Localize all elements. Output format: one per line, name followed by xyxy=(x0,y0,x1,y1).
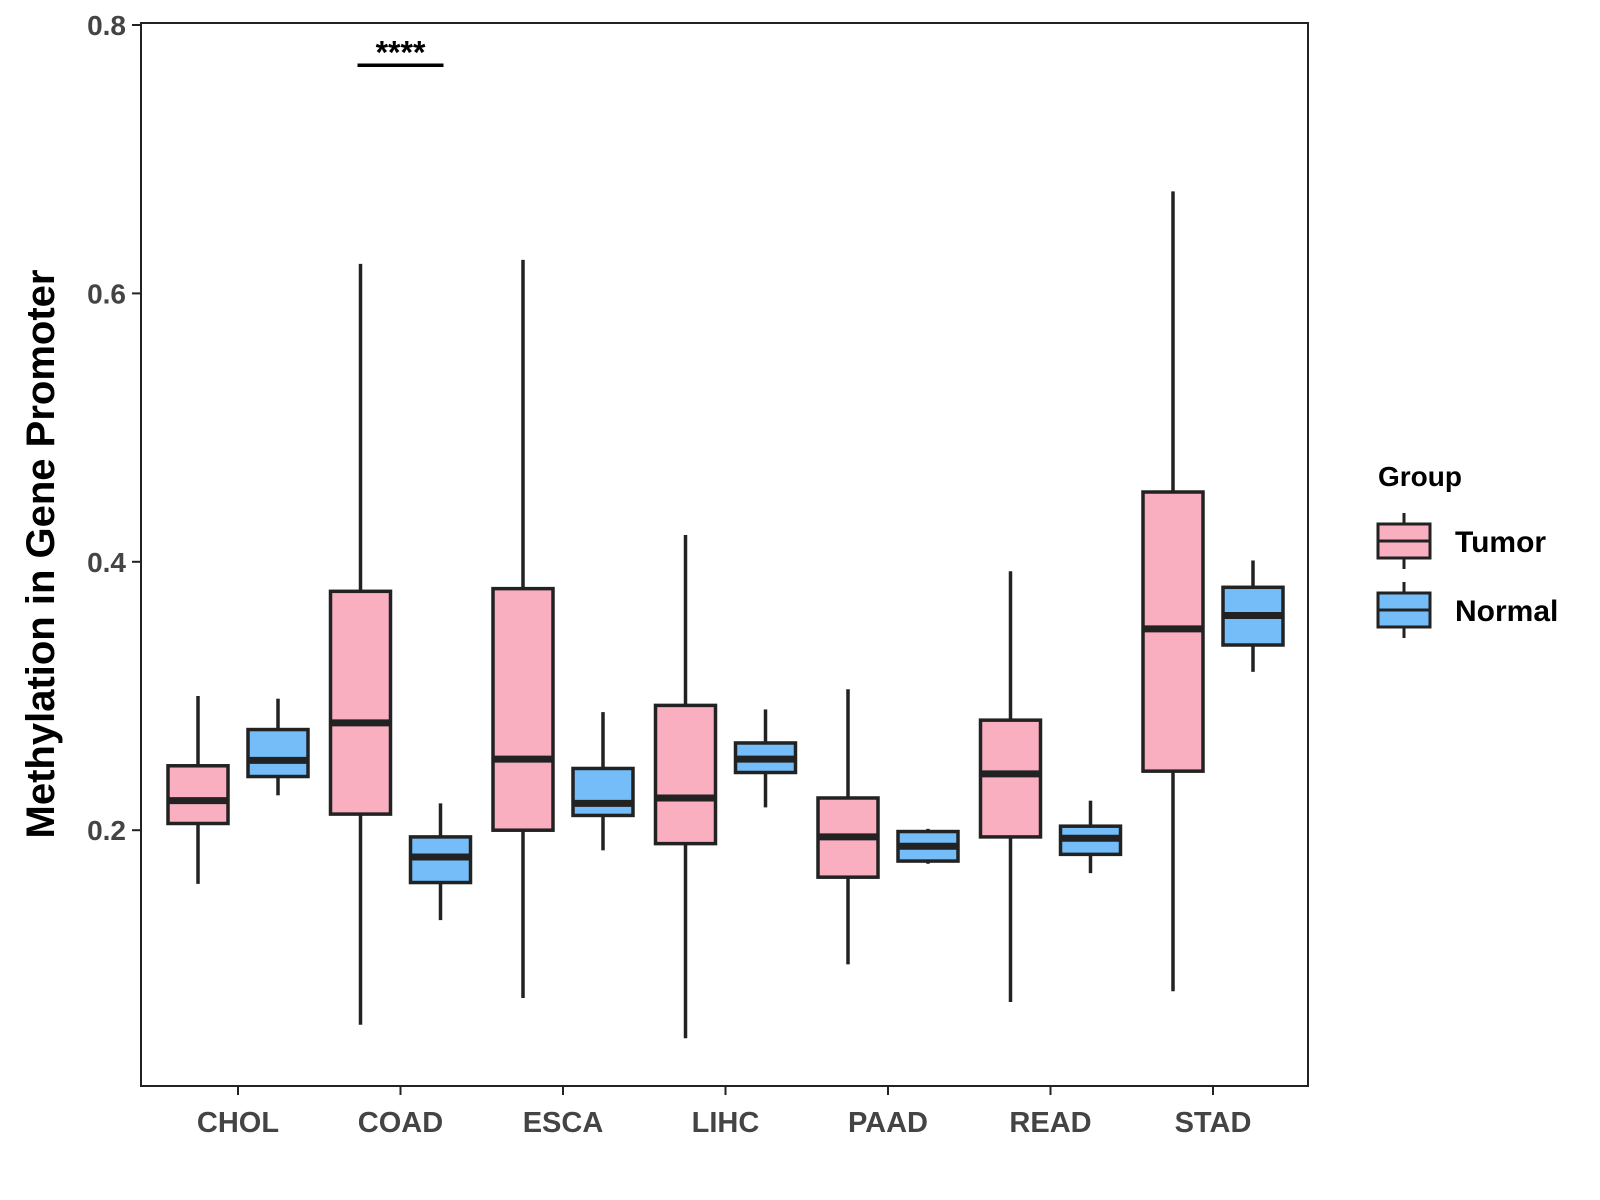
legend-label: Normal xyxy=(1455,595,1558,628)
box-normal-paad xyxy=(896,828,960,864)
y-tick-label: 0.6 xyxy=(87,278,126,309)
box-normal-read xyxy=(1058,800,1123,874)
legend-label: Tumor xyxy=(1455,526,1546,559)
box-normal-chol xyxy=(246,698,310,796)
y-axis: 0.2 0.4 0.6 0.8 xyxy=(87,10,141,846)
plot-panel xyxy=(140,22,1309,1087)
box-tumor-lihc xyxy=(653,534,718,1039)
box-body xyxy=(246,727,310,779)
x-tick-label: STAD xyxy=(1175,1107,1252,1139)
x-tick-label: READ xyxy=(1009,1107,1091,1139)
box-tumor-read xyxy=(978,571,1043,1002)
box-normal-esca xyxy=(571,712,635,851)
box-tumor-coad xyxy=(328,263,393,1025)
box-body xyxy=(571,766,635,818)
box-tumor-paad xyxy=(816,689,880,965)
box-body xyxy=(978,718,1043,839)
box-normal-lihc xyxy=(733,709,798,808)
x-tick-label: PAAD xyxy=(848,1107,928,1139)
box-normal-stad xyxy=(1221,560,1285,672)
box-body xyxy=(166,764,230,826)
box-tumor-chol xyxy=(166,696,230,884)
box-normal-coad xyxy=(408,803,473,921)
significance-annotations: **** xyxy=(357,34,444,70)
box-body xyxy=(491,586,555,832)
significance-label: **** xyxy=(376,34,426,70)
x-tick-label: COAD xyxy=(358,1107,443,1139)
x-tick-label: LIHC xyxy=(692,1107,760,1139)
legend-entry-normal: Normal xyxy=(1376,582,1558,638)
y-tick-label: 0.8 xyxy=(87,10,126,41)
x-tick-label: ESCA xyxy=(523,1107,604,1139)
box-body xyxy=(653,703,718,846)
legend-entry-tumor: Tumor xyxy=(1376,513,1546,569)
x-axis: CHOL COAD ESCA LIHC PAAD READ STAD xyxy=(197,1086,1251,1139)
legend: Group Tumor Normal xyxy=(1376,461,1558,638)
legend-title: Group xyxy=(1378,461,1462,492)
x-tick-label: CHOL xyxy=(197,1107,279,1139)
y-axis-title: Methylation in Gene Promoter xyxy=(19,270,63,839)
y-tick-label: 0.2 xyxy=(87,815,126,846)
box-body xyxy=(328,589,393,816)
y-tick-label: 0.4 xyxy=(87,547,126,578)
box-tumor-esca xyxy=(491,259,555,998)
box-tumor-stad xyxy=(1141,191,1205,992)
box-series xyxy=(166,191,1285,1039)
